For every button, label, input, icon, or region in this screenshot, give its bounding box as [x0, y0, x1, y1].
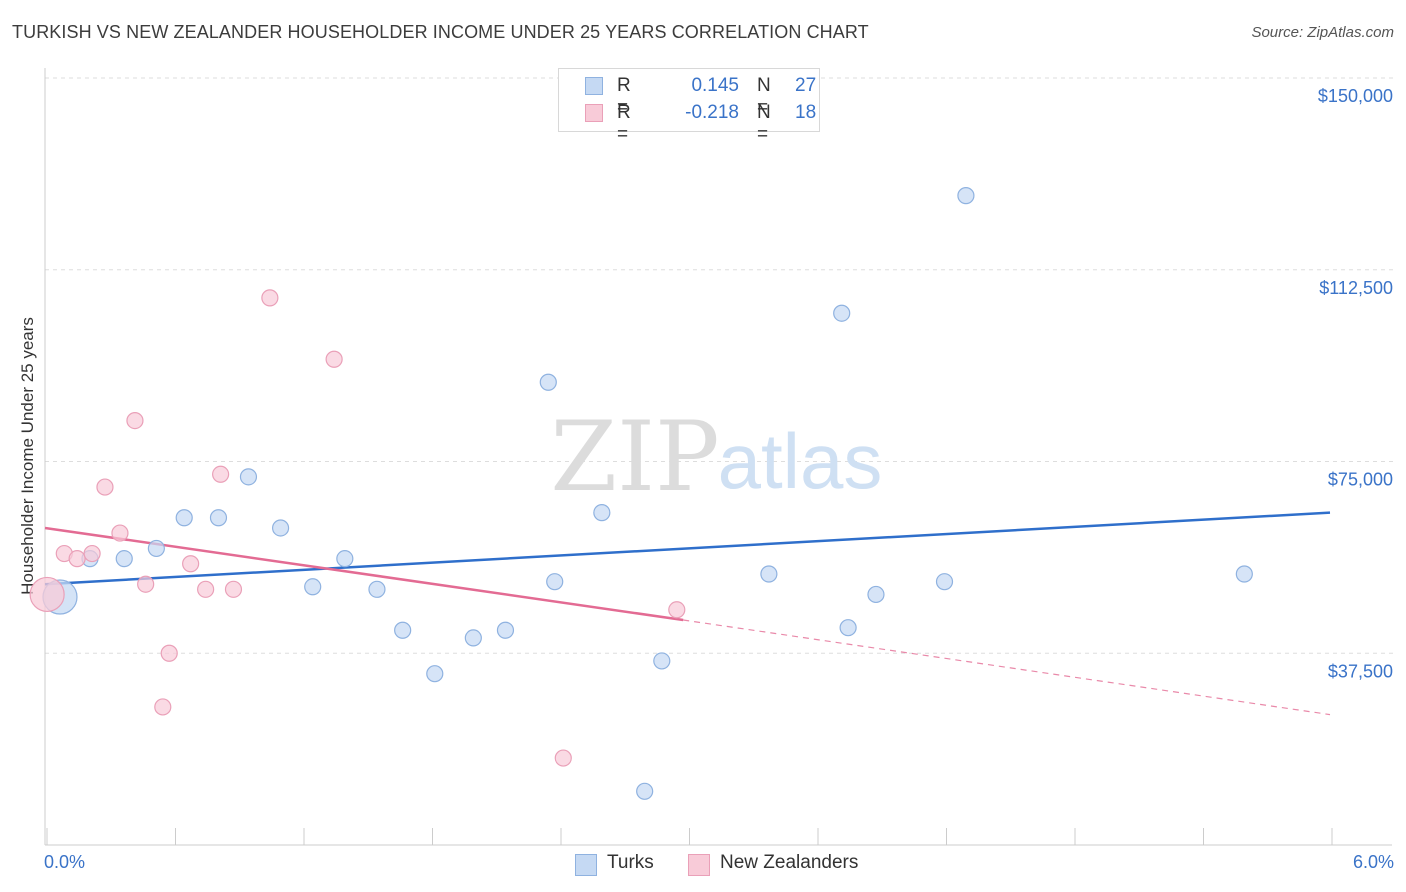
- turks-point: [147, 539, 165, 558]
- nz-swatch: [585, 104, 603, 122]
- turks-point: [336, 550, 354, 568]
- trend-lines: [44, 511, 1331, 716]
- turks-point: [546, 573, 564, 591]
- turks-point: [426, 665, 444, 683]
- nz-trend-extension: [683, 619, 1331, 716]
- legend-label-nz: New Zealanders: [720, 852, 859, 873]
- nz-point: [160, 644, 178, 662]
- turks-point: [271, 519, 290, 537]
- y-tick-label: $75,000: [1328, 470, 1393, 490]
- nz-point: [96, 478, 114, 496]
- n-value: 27: [795, 75, 817, 96]
- watermark-zip: ZIP: [550, 401, 719, 513]
- turks-point: [496, 621, 515, 639]
- nz-point: [111, 524, 129, 542]
- turks-point: [760, 565, 778, 583]
- nz-point: [137, 575, 155, 593]
- grid-lines: [45, 77, 1395, 654]
- turks-point: [935, 573, 954, 591]
- nz-trend-line: [44, 526, 684, 622]
- x-tick-max: 6.0%: [1352, 852, 1394, 872]
- correlation-legend: R = 0.145 N = 27 R = -0.218 N = 18: [558, 68, 820, 145]
- y-tick-label: $112,500: [1319, 278, 1393, 298]
- turks-trend-line: [44, 511, 1331, 586]
- turks-point: [394, 621, 412, 639]
- turks-point: [304, 578, 322, 596]
- legend-label-turks: Turks: [607, 852, 654, 873]
- nz-point: [29, 576, 65, 613]
- nz-point: [83, 544, 101, 563]
- x-tick-min: 0.0%: [44, 852, 86, 872]
- axes: [44, 68, 1392, 846]
- turks-point: [1235, 565, 1253, 583]
- n-label: N =: [757, 102, 771, 145]
- nz-point: [261, 289, 279, 307]
- turks-point: [115, 550, 133, 568]
- turks-swatch: [575, 854, 597, 876]
- nz-point: [197, 580, 215, 598]
- turks-swatch: [585, 77, 603, 95]
- nz-point: [224, 580, 243, 598]
- turks-point: [239, 468, 258, 486]
- turks-point: [368, 580, 386, 598]
- nz-point: [668, 601, 686, 619]
- turks-point: [175, 509, 193, 527]
- r-label: R =: [617, 75, 631, 118]
- n-label: N =: [757, 75, 771, 118]
- nz-point: [554, 749, 572, 767]
- r-value: -0.218: [685, 102, 739, 123]
- y-tick-labels: $37,500 $75,000 $112,500 $150,000: [1318, 86, 1393, 681]
- turks-point: [867, 585, 885, 604]
- turks-point: [636, 782, 654, 800]
- source-credit: Source: ZipAtlas.com: [1251, 24, 1394, 41]
- nz-swatch: [688, 854, 710, 876]
- turks-point: [539, 373, 557, 391]
- turks-point: [464, 629, 482, 647]
- nz-point: [182, 555, 200, 573]
- r-label: R =: [617, 102, 631, 145]
- turks-point: [833, 304, 851, 322]
- turks-point: [593, 504, 611, 522]
- turks-point: [653, 652, 671, 670]
- nz-point: [154, 698, 172, 716]
- nz-point: [325, 350, 343, 368]
- y-tick-label: $37,500: [1328, 661, 1393, 681]
- n-value: 18: [795, 102, 817, 123]
- y-tick-label: $150,000: [1318, 86, 1393, 106]
- turks-point: [839, 619, 857, 637]
- data-points: [29, 187, 1253, 800]
- watermark-atlas: atlas: [718, 417, 883, 505]
- turks-point: [957, 187, 975, 205]
- r-value: 0.145: [691, 75, 739, 96]
- nz-point: [212, 465, 230, 483]
- turks-point: [209, 509, 228, 527]
- nz-point: [68, 550, 86, 568]
- nz-point: [126, 411, 144, 430]
- watermark: ZIP atlas: [550, 401, 882, 513]
- chart-title: TURKISH VS NEW ZEALANDER HOUSEHOLDER INC…: [12, 22, 869, 42]
